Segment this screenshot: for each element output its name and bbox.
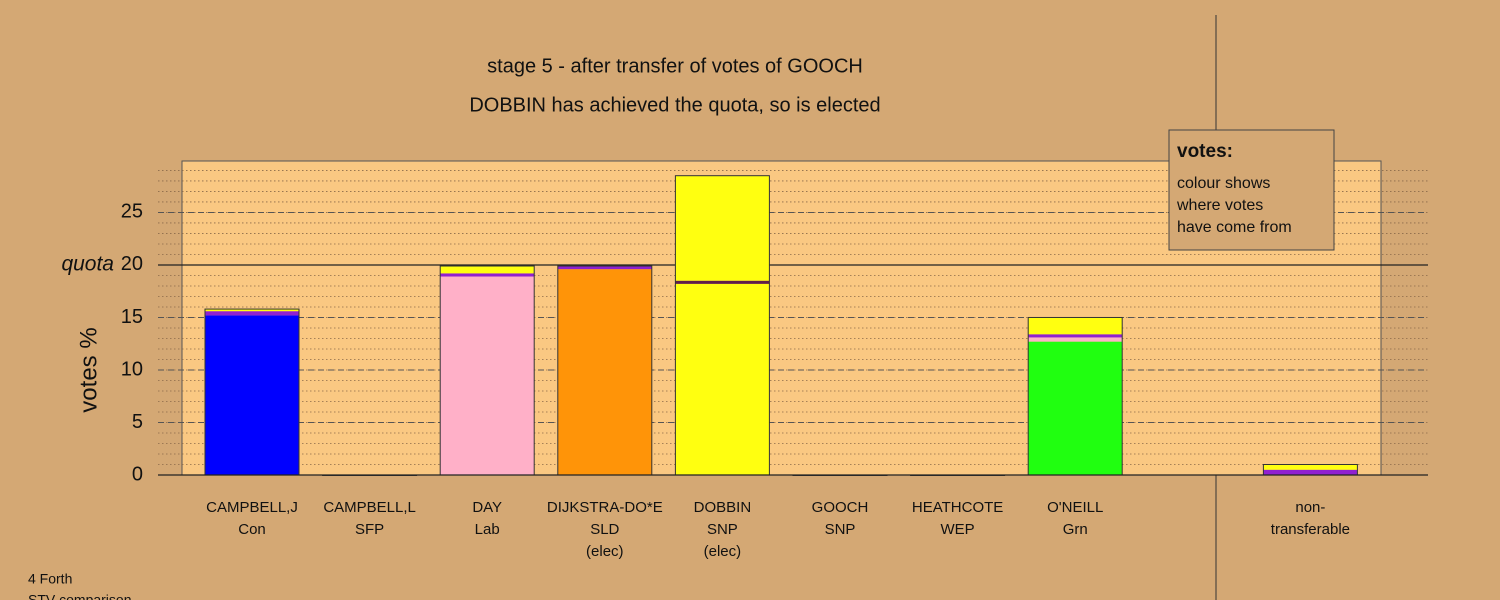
bar-segment <box>675 175 770 281</box>
y-tick-label: 15 <box>121 306 143 328</box>
bar-segment <box>1263 469 1358 475</box>
x-tick-label: (elec) <box>586 543 624 560</box>
y-tick-label: 5 <box>132 411 143 433</box>
x-tick-label: (elec) <box>704 543 742 560</box>
x-tick-label: CAMPBELL,J <box>206 499 298 516</box>
bar-segment <box>675 280 770 284</box>
x-tick-label: CAMPBELL,L <box>323 499 416 516</box>
quota-label: quota <box>61 253 114 276</box>
x-tick-label: WEP <box>941 521 975 538</box>
x-tick-label: HEATHCOTE <box>912 499 1003 516</box>
legend-text: colour shows <box>1177 175 1270 192</box>
y-axis-label: votes % <box>75 327 102 412</box>
bar-segment <box>557 269 652 475</box>
bar-segment <box>205 315 299 475</box>
x-tick-label: non- <box>1295 499 1325 516</box>
x-tick-label: GOOCH <box>812 499 869 516</box>
y-tick-label: 0 <box>132 463 143 485</box>
x-tick-label: DOBBIN <box>694 499 752 516</box>
bar-segment <box>557 266 652 270</box>
bar-segment <box>1028 334 1123 338</box>
x-tick-label: Con <box>238 521 266 538</box>
bar-segment <box>1028 317 1123 335</box>
x-tick-label: DAY <box>472 499 502 516</box>
bar-segment <box>1263 464 1358 470</box>
x-tick-label: SFP <box>355 521 384 538</box>
bar-segment <box>1028 337 1123 342</box>
bar-segment <box>440 266 535 274</box>
x-tick-label: Grn <box>1063 521 1088 538</box>
x-tick-label: O'NEILL <box>1047 499 1103 516</box>
legend-box: votes: colour shows where votes have come f… <box>1168 129 1335 251</box>
chart-title: stage 5 - after transfer of votes of GOO… <box>487 55 863 77</box>
legend-heading: votes: <box>1177 141 1233 162</box>
y-tick-label: 10 <box>121 358 143 380</box>
x-tick-label: Lab <box>475 521 500 538</box>
footer-text: STV comparison <box>28 592 131 600</box>
bar-segment <box>440 273 535 277</box>
footer-text: 4 Forth <box>28 571 72 587</box>
bar-segment <box>440 276 535 475</box>
bar-segment <box>1028 341 1123 475</box>
chart-subtitle: DOBBIN has achieved the quota, so is ele… <box>469 94 880 116</box>
bar-segment <box>675 283 770 475</box>
x-tick-label: SLD <box>590 521 619 538</box>
legend-text: where votes <box>1176 197 1263 214</box>
bar-segment <box>205 311 299 316</box>
x-tick-label: transferable <box>1271 521 1350 538</box>
x-tick-label: SNP <box>707 521 738 538</box>
bar-segment <box>205 309 299 312</box>
x-tick-label: DIJKSTRA-DO*E <box>547 499 663 516</box>
legend-text: have come from <box>1177 219 1292 236</box>
legend-frame <box>1168 129 1335 251</box>
x-tick-label: SNP <box>825 521 856 538</box>
y-tick-label: 20 <box>121 253 143 275</box>
y-tick-label: 25 <box>121 201 143 223</box>
